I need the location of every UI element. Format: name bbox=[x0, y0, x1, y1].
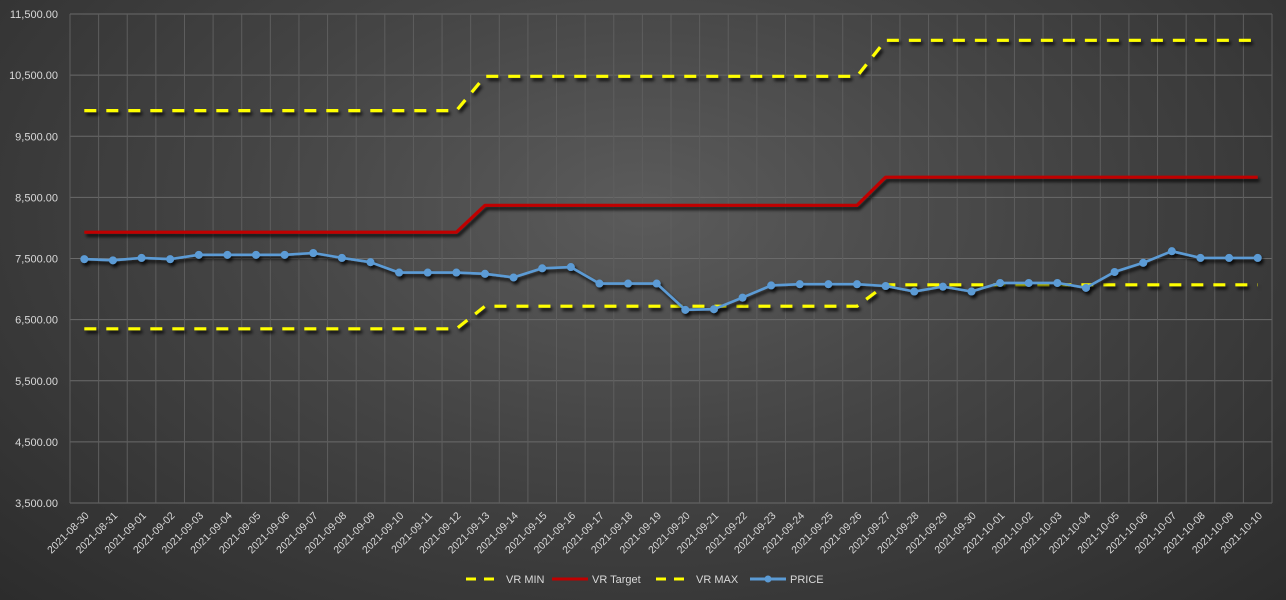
legend-label: VR MAX bbox=[696, 574, 739, 586]
data-point bbox=[595, 279, 604, 288]
series-vr-target bbox=[84, 175, 1258, 234]
data-point bbox=[709, 305, 718, 314]
data-point bbox=[795, 280, 804, 289]
data-point bbox=[194, 250, 203, 259]
y-tick-label: 11,500.00 bbox=[10, 9, 58, 21]
data-point bbox=[624, 279, 633, 288]
data-point bbox=[223, 250, 232, 259]
data-point bbox=[423, 268, 432, 277]
y-tick-label: 9,500.00 bbox=[15, 131, 58, 143]
y-tick-label: 7,500.00 bbox=[15, 254, 58, 266]
grid bbox=[69, 13, 1273, 504]
y-tick-label: 8,500.00 bbox=[15, 192, 58, 204]
data-point bbox=[1196, 253, 1205, 262]
data-point bbox=[910, 287, 919, 296]
data-point bbox=[337, 253, 346, 262]
data-point bbox=[652, 279, 661, 288]
y-tick-label: 6,500.00 bbox=[15, 315, 58, 327]
legend-item-vr-target: VR Target bbox=[552, 574, 641, 586]
data-point bbox=[1024, 278, 1033, 287]
series-group bbox=[80, 38, 1262, 331]
data-point bbox=[395, 268, 404, 277]
y-tick-label: 10,500.00 bbox=[9, 70, 58, 82]
data-point bbox=[938, 282, 947, 291]
data-point bbox=[166, 255, 175, 264]
data-point bbox=[108, 256, 117, 265]
data-point bbox=[480, 269, 489, 278]
legend: VR MIN VR Target VR MAX PRICE bbox=[466, 574, 824, 586]
data-point bbox=[509, 273, 518, 282]
y-axis: 3,500.00 4,500.00 5,500.00 6,500.00 7,500.00… bbox=[9, 9, 58, 510]
data-point bbox=[366, 258, 375, 267]
data-point bbox=[309, 248, 318, 257]
data-point bbox=[738, 293, 747, 302]
data-point bbox=[452, 268, 461, 277]
data-point bbox=[280, 250, 289, 259]
data-point bbox=[767, 281, 776, 290]
series-line bbox=[84, 38, 1258, 113]
legend-item-vr-min: VR MIN bbox=[466, 574, 545, 586]
data-point bbox=[538, 264, 547, 273]
data-point bbox=[252, 250, 261, 259]
data-point bbox=[80, 255, 89, 264]
legend-item-vr-max: VR MAX bbox=[656, 574, 739, 586]
data-point bbox=[1053, 278, 1062, 287]
data-point bbox=[566, 263, 575, 272]
data-point bbox=[1253, 253, 1262, 262]
series-price bbox=[80, 247, 1262, 314]
legend-label: VR Target bbox=[592, 574, 641, 586]
data-point bbox=[1139, 258, 1148, 267]
series-line bbox=[84, 175, 1258, 234]
data-point bbox=[1081, 283, 1090, 292]
data-point bbox=[137, 253, 146, 262]
data-point bbox=[996, 278, 1005, 287]
data-point bbox=[1225, 253, 1234, 262]
legend-label: VR MIN bbox=[506, 574, 545, 586]
series-line bbox=[84, 249, 1258, 312]
data-point bbox=[1110, 267, 1119, 276]
y-tick-label: 4,500.00 bbox=[15, 437, 58, 449]
data-point bbox=[967, 287, 976, 296]
legend-item-price: PRICE bbox=[750, 574, 824, 586]
series-vr-max bbox=[84, 38, 1258, 113]
legend-label: PRICE bbox=[790, 574, 824, 586]
data-point bbox=[681, 305, 690, 314]
legend-marker bbox=[764, 575, 772, 583]
x-axis: 2021-08-302021-08-312021-09-012021-09-02… bbox=[45, 510, 1265, 557]
data-point bbox=[1167, 247, 1176, 256]
data-point bbox=[881, 282, 890, 291]
data-point bbox=[853, 280, 862, 289]
y-tick-label: 3,500.00 bbox=[15, 498, 58, 510]
y-tick-label: 5,500.00 bbox=[15, 376, 58, 388]
data-point bbox=[824, 280, 833, 289]
